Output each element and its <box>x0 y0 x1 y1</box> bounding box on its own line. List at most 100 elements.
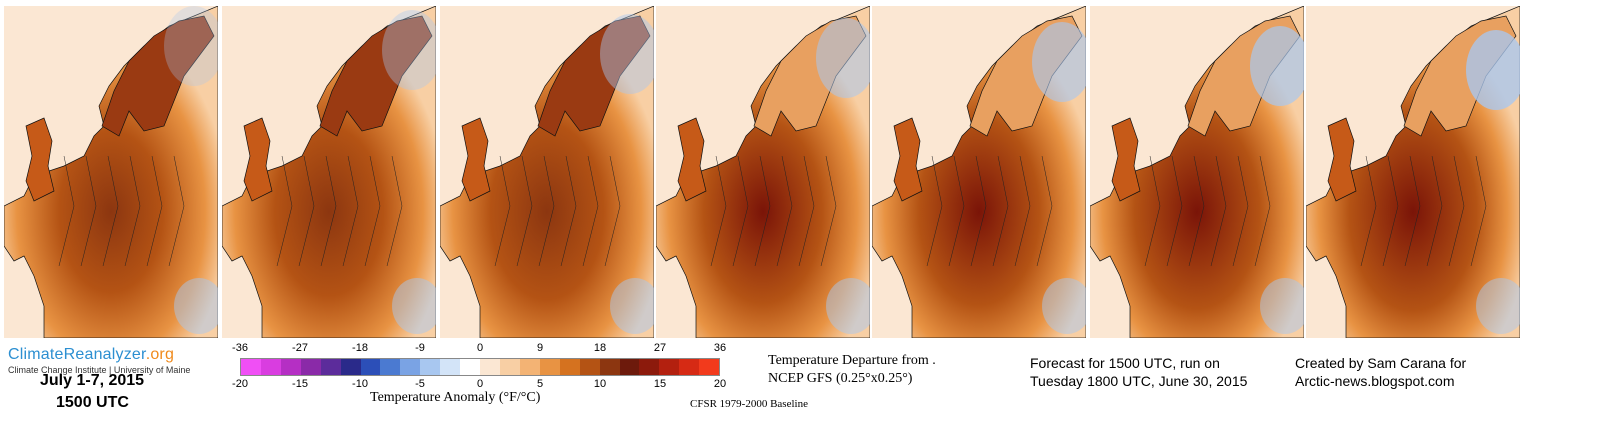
country-border <box>754 155 771 267</box>
map-panel-3 <box>440 6 654 338</box>
credit-line2: Arctic-news.blogspot.com <box>1295 373 1455 389</box>
scale-tick: 20 <box>713 378 727 390</box>
scale-tick: 0 <box>476 342 484 354</box>
color-bar-step <box>420 359 441 375</box>
scandinavia <box>319 15 433 137</box>
scale-label: Temperature Anomaly (°F/°C) <box>370 390 541 405</box>
scale-tick: -10 <box>352 378 368 390</box>
country-border <box>146 155 163 267</box>
chart-title-line1: Temperature Departure from . <box>768 353 936 368</box>
color-bar-step <box>579 359 600 375</box>
cold-anomaly <box>382 10 436 90</box>
brand-subtitle: Climate Change Institute | University of… <box>8 365 191 375</box>
country-border <box>1188 155 1205 267</box>
british-isles <box>1327 117 1357 202</box>
country-border <box>58 155 75 267</box>
color-bar-step <box>400 359 421 375</box>
country-border <box>1254 155 1271 267</box>
scale-tick: -5 <box>415 378 425 390</box>
forecast-line1: Forecast for 1500 UTC, run on <box>1030 355 1220 371</box>
color-bar-step <box>340 359 361 375</box>
country-border <box>604 155 621 267</box>
british-isles <box>677 117 707 202</box>
color-bar-step <box>241 359 261 375</box>
scale-tick: 9 <box>536 342 544 354</box>
cold-anomaly <box>1250 26 1304 106</box>
scale-tick: 36 <box>713 342 727 354</box>
scale-tick: 15 <box>653 378 667 390</box>
map-svg <box>872 6 1086 338</box>
color-bar-step <box>619 359 640 375</box>
color-bar-step <box>300 359 321 375</box>
scale-tick: 5 <box>536 378 544 390</box>
map-svg <box>1090 6 1304 338</box>
scandinavia <box>537 15 651 137</box>
country-border <box>1382 155 1399 267</box>
cold-anomaly <box>174 278 218 334</box>
forecast-line2: Tuesday 1800 UTC, June 30, 2015 <box>1030 373 1248 389</box>
map-panel-2 <box>222 6 436 338</box>
country-border <box>342 155 359 267</box>
color-bar-step <box>480 359 500 375</box>
scale-tick: -20 <box>232 378 248 390</box>
scale-tick: 18 <box>593 342 607 354</box>
color-bar-step <box>260 359 281 375</box>
brand-name: ClimateReanalyzer.org <box>8 346 175 363</box>
country-border <box>1166 155 1183 267</box>
british-isles <box>1111 117 1141 202</box>
color-bar-step <box>679 359 700 375</box>
country-border <box>516 155 533 267</box>
country-border <box>1404 155 1421 267</box>
country-border <box>732 155 749 267</box>
country-border <box>970 155 987 267</box>
baseline-label: CFSR 1979-2000 Baseline <box>690 398 808 410</box>
country-border <box>298 155 315 267</box>
cold-anomaly <box>826 278 870 334</box>
color-bar-step <box>539 359 560 375</box>
country-border <box>820 155 837 267</box>
cold-anomaly <box>1476 278 1520 334</box>
cold-anomaly <box>392 278 436 334</box>
credit: Created by Sam Carana for Arctic-news.bl… <box>1295 354 1466 390</box>
map-svg <box>4 6 218 338</box>
color-bar-step <box>280 359 301 375</box>
british-isles <box>243 117 273 202</box>
scandinavia <box>101 15 215 137</box>
cold-anomaly <box>164 6 218 86</box>
country-border <box>1448 155 1465 267</box>
color-bar-step <box>559 359 580 375</box>
country-border <box>560 155 577 267</box>
cold-anomaly <box>816 18 870 98</box>
map-panel-5 <box>872 6 1086 338</box>
country-border <box>80 155 97 267</box>
color-bar-step <box>639 359 660 375</box>
map-svg <box>1306 6 1520 338</box>
british-isles <box>461 117 491 202</box>
map-panel-4 <box>656 6 870 338</box>
scale-tick: 10 <box>593 378 607 390</box>
country-border <box>168 155 185 267</box>
color-bar-step <box>699 359 720 375</box>
map-svg <box>222 6 436 338</box>
country-border <box>386 155 403 267</box>
british-isles <box>25 117 55 202</box>
credit-line1: Created by Sam Carana for <box>1295 355 1467 371</box>
country-border <box>494 155 511 267</box>
color-bar <box>240 358 720 376</box>
map-svg <box>656 6 870 338</box>
british-isles <box>893 117 923 202</box>
color-bar-step <box>659 359 680 375</box>
country-border <box>776 155 793 267</box>
country-border <box>320 155 337 267</box>
color-scale: -36 -27 -18 -9 0 9 18 27 36 -20 -15 -10 -5 0 5 10 15 20 … <box>232 342 726 422</box>
color-bar-step <box>440 359 461 375</box>
color-bar-step <box>519 359 540 375</box>
scale-tick: -9 <box>415 342 425 354</box>
cold-anomaly <box>1032 22 1086 102</box>
scale-tick: -15 <box>292 378 308 390</box>
scale-tick: -36 <box>232 342 248 354</box>
map-panel-7 <box>1306 6 1520 338</box>
country-border <box>276 155 293 267</box>
country-border <box>124 155 141 267</box>
footer: ClimateReanalyzer.org Climate Change Ins… <box>0 340 1600 424</box>
